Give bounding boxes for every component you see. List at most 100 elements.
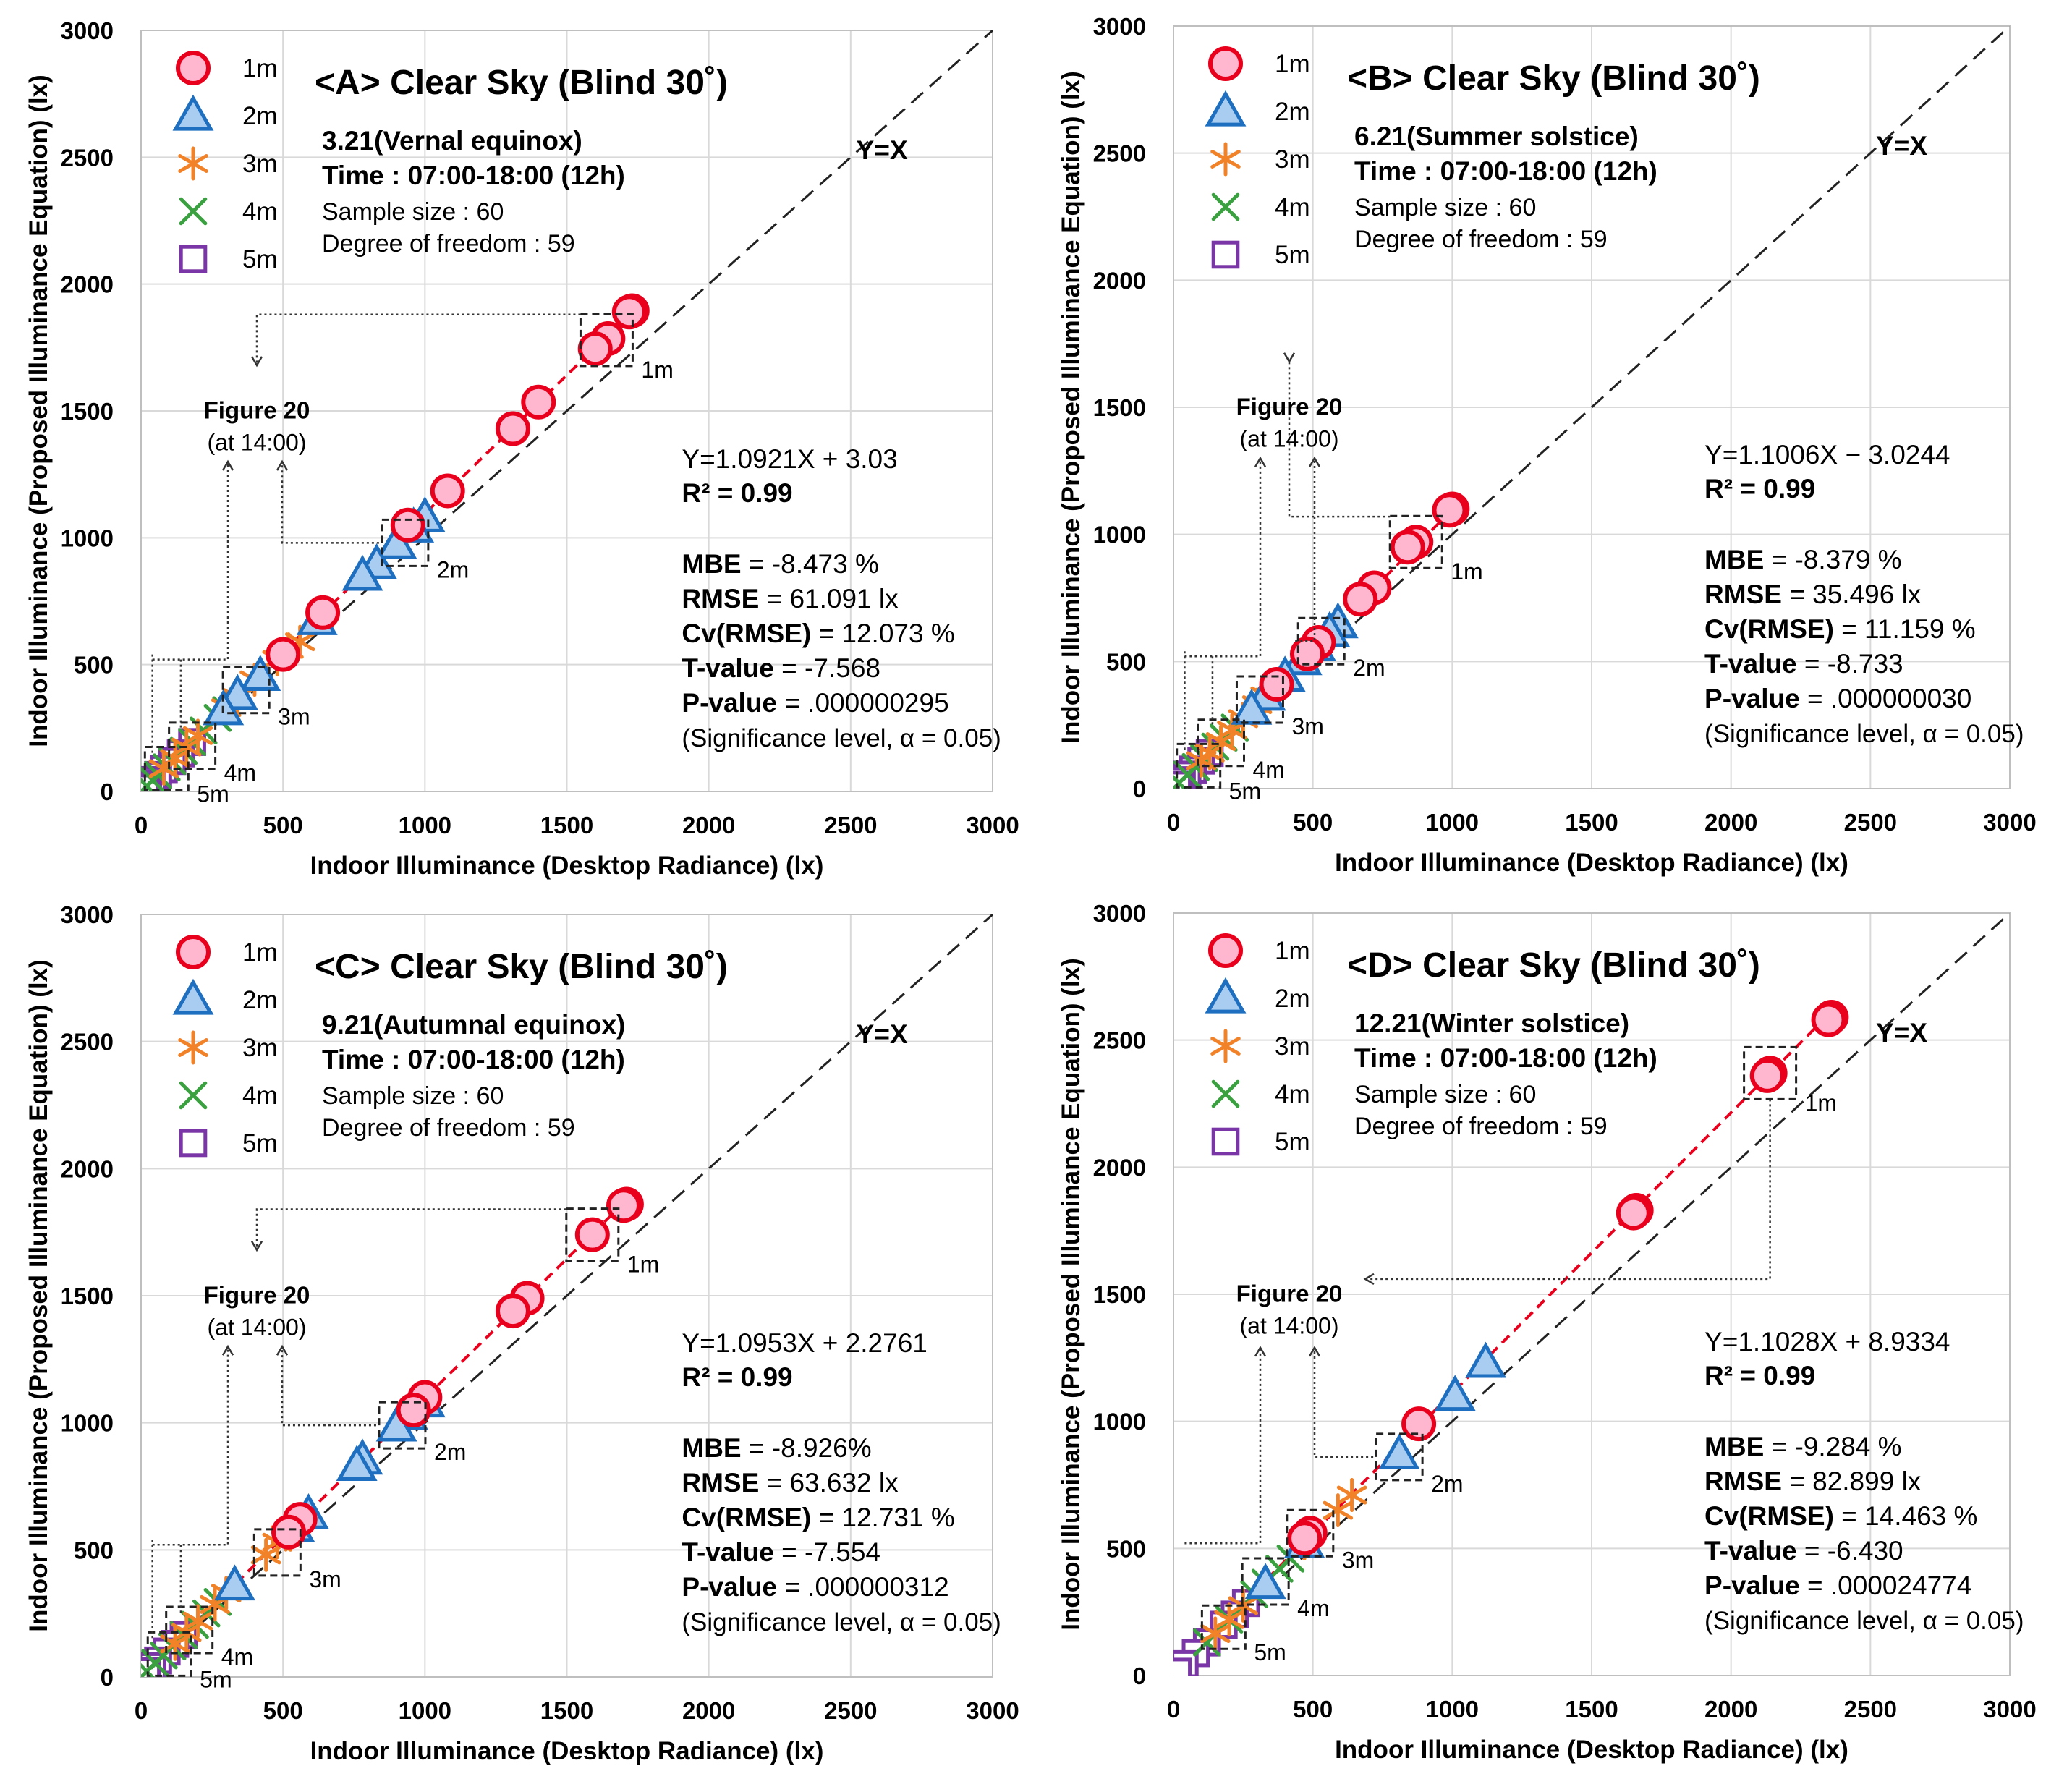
identity-label: Y=X: [857, 135, 908, 165]
data-point-2m: [1378, 1433, 1420, 1469]
figure-ref-time: (at 14:00): [1240, 426, 1339, 452]
data-point-1m: [390, 507, 425, 543]
significance-level: (Significance level, α = 0.05): [1704, 1607, 2024, 1635]
highlight-box-label: 1m: [1805, 1090, 1837, 1116]
data-point-1m: [577, 331, 613, 367]
figure-ref-label: Figure 20: [204, 397, 310, 424]
legend-label: 3m: [1275, 145, 1310, 174]
y-tick-label: 2500: [1093, 140, 1146, 167]
y-tick-label: 1500: [61, 1283, 114, 1309]
significance-level: (Significance level, α = 0.05): [682, 724, 1001, 752]
data-point-2m: [214, 1564, 255, 1601]
data-point-1m: [1289, 636, 1325, 671]
stat-pvalue: P-value = .000024774: [1704, 1571, 1971, 1600]
highlight-box-label: 2m: [1353, 655, 1385, 681]
r-squared-label: R² =: [1704, 1361, 1763, 1390]
data-point-1m: [1343, 582, 1378, 617]
panel-time: Time : 07:00-18:00 (12h): [1354, 156, 1657, 186]
data-point-2m: [1244, 1563, 1286, 1600]
legend-marker-5m: [179, 1129, 208, 1158]
star-stroke: [160, 749, 190, 768]
highlight-box-4m: [1241, 1557, 1290, 1606]
r-squared-label: R² =: [682, 1362, 740, 1392]
stat-label: Cv(RMSE): [1704, 614, 1834, 644]
panel-title: <A> Clear Sky (Blind 30˚): [315, 64, 728, 102]
panel-date: 9.21(Autumnal equinox): [322, 1010, 625, 1040]
chart-panel-d: 0 500 1000 1500 2000 2500 3000 0 500 1000 1500 2000…: [1057, 900, 2037, 1764]
highlight-box-4m: [1197, 718, 1246, 768]
y-tick-label: 1000: [61, 525, 114, 551]
stat-tvalue: T-value = -7.568: [682, 653, 880, 683]
data-point-4m: [141, 1657, 161, 1677]
r-squared-value: 0.99: [741, 1362, 793, 1392]
stat-label: Cv(RMSE): [1704, 1501, 1834, 1531]
r-squared-label: R² =: [1704, 474, 1763, 504]
stat-value: = .000000312: [777, 1572, 949, 1602]
chart-panel-b: 0 500 1000 1500 2000 2500 3000 0 500 1000 1500 2000…: [1057, 13, 2037, 877]
highlight-box-4m: [165, 1605, 214, 1655]
stat-value: = 11.159 %: [1834, 614, 1976, 644]
legend-marker-1m: [176, 935, 211, 969]
sample-size: Sample size : 60: [322, 1082, 504, 1110]
stat-rmse: RMSE = 35.496 lx: [1704, 579, 1922, 609]
x-tick-label: 500: [1293, 809, 1333, 836]
x-tick-label: 1000: [1426, 809, 1479, 836]
x-tick-label: 2500: [824, 1697, 877, 1724]
legend-marker-3m: [1210, 1029, 1241, 1063]
highlight-box-label: 5m: [200, 1666, 232, 1692]
y-axis-label: Indoor Illuminance (Proposed Illuminance…: [1057, 71, 1085, 744]
data-point-3m: [1186, 743, 1217, 778]
data-point-1m: [521, 384, 556, 420]
star-stroke: [1217, 721, 1247, 740]
leader-small: [1184, 1347, 1262, 1545]
leader-1m: [255, 1208, 566, 1250]
legend: 1m 2m 3m 4m 5m: [172, 935, 278, 1158]
star-stroke: [178, 1038, 208, 1057]
data-point-4m: [141, 771, 161, 791]
stat-label: RMSE: [682, 584, 759, 613]
legend-marker-1m: [1208, 933, 1243, 968]
star-stroke: [178, 154, 208, 173]
stat-value: = -8.926%: [742, 1433, 872, 1463]
y-axis-label: Indoor Illuminance (Proposed Illuminance…: [1057, 958, 1085, 1631]
x-axis-label: Indoor Illuminance (Desktop Radiance) (l…: [310, 852, 824, 880]
stat-label: P-value: [682, 688, 777, 718]
panel-title: <B> Clear Sky (Blind 30˚): [1347, 59, 1760, 98]
legend-marker-3m: [1210, 142, 1241, 177]
x-tick-label: 500: [263, 812, 303, 838]
star-stroke: [1336, 1485, 1367, 1505]
stat-label: MBE: [682, 549, 741, 579]
leader-small: [1184, 458, 1262, 658]
data-point-1m: [1259, 666, 1294, 702]
leader-small: [151, 462, 229, 661]
identity-label: Y=X: [1876, 131, 1927, 161]
stat-value: = -6.430: [1797, 1536, 1903, 1566]
x-tick-label: 2000: [682, 1697, 735, 1724]
data-point-3m: [182, 1604, 213, 1639]
x-axis-label: Indoor Illuminance (Desktop Radiance) (l…: [1335, 1736, 1848, 1764]
y-tick-label: 2000: [61, 1155, 114, 1182]
leader-2m: [1313, 1347, 1374, 1458]
y-tick-label: 2500: [1093, 1027, 1146, 1054]
leader-small: [151, 1346, 229, 1546]
arrow-head: [1254, 456, 1267, 467]
leader-1m: [1288, 361, 1391, 518]
stat-label: Cv(RMSE): [682, 619, 811, 648]
stat-tvalue: T-value = -8.733: [1704, 649, 1903, 679]
figure-ref-label: Figure 20: [204, 1282, 310, 1309]
figure-ref-leaders: [1184, 1099, 1771, 1545]
identity-line: [1173, 26, 2010, 789]
stat-cvrmse: Cv(RMSE) = 14.463 %: [1704, 1501, 1977, 1531]
highlight-box-1m: [565, 1207, 620, 1262]
data-point-3m: [250, 1537, 281, 1572]
highlight-box-2m: [381, 518, 430, 567]
legend-marker-3m: [178, 1030, 208, 1065]
x-axis-label: Indoor Illuminance (Desktop Radiance) (l…: [1335, 849, 1848, 877]
stat-value: = -8.379 %: [1764, 545, 1901, 574]
x-tick-label: 1500: [1565, 809, 1618, 836]
stat-pvalue: P-value = .000000295: [682, 688, 948, 718]
star-stroke: [1205, 732, 1236, 752]
stat-label: RMSE: [1704, 1466, 1782, 1496]
stat-label: T-value: [682, 1537, 774, 1567]
